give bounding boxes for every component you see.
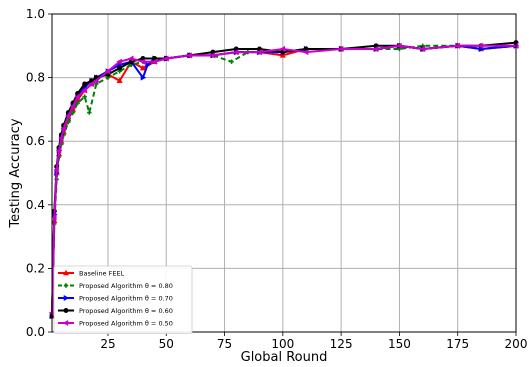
data-point — [163, 55, 169, 62]
plot-frame — [51, 13, 517, 333]
legend-box — [53, 265, 193, 334]
series-layer — [48, 40, 520, 320]
data-point — [229, 59, 234, 64]
x-tick-label: 100 — [271, 337, 294, 351]
legend-marker — [63, 283, 69, 288]
legend-entry: Proposed Algorithm θ = 0.60 — [58, 307, 173, 315]
legend-entry: Proposed Algorithm θ = 0.80 — [58, 282, 173, 290]
y-tick-label: 0.2 — [26, 261, 45, 275]
data-point — [139, 64, 146, 71]
data-point — [82, 81, 88, 87]
data-point — [279, 45, 286, 53]
legend-entry: Proposed Algorithm θ = 0.70 — [58, 294, 173, 302]
data-point — [65, 112, 71, 119]
data-point — [145, 61, 151, 68]
data-point — [151, 58, 157, 65]
data-point — [186, 52, 192, 59]
data-point — [69, 103, 76, 110]
ticks: 25 50 75 100 125 150 175 200 0.0 0.2 0.4 0.6 0.8 1.0 — [26, 7, 528, 351]
data-point — [93, 77, 99, 84]
legend-label: Proposed Algorithm θ = 0.70 — [79, 294, 173, 302]
data-point — [302, 49, 309, 56]
data-point — [87, 110, 92, 115]
data-point — [53, 166, 59, 173]
data-point — [372, 45, 379, 53]
y-tick-label: 1.0 — [26, 7, 45, 21]
data-point — [337, 45, 344, 53]
data-point — [140, 74, 147, 81]
legend-marker — [62, 319, 69, 327]
legend-label: Proposed Algorithm θ = 0.80 — [79, 282, 173, 290]
x-tick-label: 150 — [388, 337, 411, 351]
data-point — [209, 52, 216, 59]
data-point — [88, 80, 94, 88]
data-point — [477, 42, 484, 49]
data-point — [55, 147, 62, 154]
legend-label: Proposed Algorithm θ = 0.50 — [79, 319, 173, 327]
x-tick-label: 125 — [330, 337, 353, 351]
legend-marker — [63, 308, 69, 313]
data-point — [82, 94, 87, 99]
data-point — [232, 49, 239, 56]
data-point — [117, 65, 123, 71]
x-tick-label: 25 — [100, 337, 115, 351]
legend-label: Baseline FEEL — [79, 269, 125, 277]
legend-marker — [62, 269, 70, 276]
data-point — [454, 42, 460, 49]
data-point — [279, 52, 286, 58]
data-point — [116, 58, 122, 65]
legend-entry: Proposed Algorithm θ = 0.50 — [58, 319, 173, 327]
y-tick-label: 0.6 — [26, 134, 45, 148]
data-point — [256, 49, 262, 56]
legend-entry: Baseline FEEL — [58, 269, 125, 277]
x-tick-label: 175 — [446, 337, 469, 351]
series-4 — [48, 42, 519, 316]
legend: Baseline FEEL Proposed Algorithm θ = 0.80… — [53, 265, 193, 334]
data-point — [116, 77, 123, 84]
y-tick-label: 0.0 — [26, 325, 45, 339]
y-tick-label: 0.4 — [26, 198, 45, 212]
data-point — [58, 134, 64, 142]
x-axis-label: Global Round — [241, 350, 328, 365]
data-point — [419, 45, 425, 53]
x-tick-label: 50 — [159, 337, 174, 351]
data-point — [51, 214, 57, 221]
legend-label: Proposed Algorithm θ = 0.60 — [79, 307, 173, 315]
legend-marker — [63, 294, 70, 302]
x-tick-label: 200 — [505, 337, 528, 351]
data-point — [60, 125, 66, 132]
y-axis-label: Testing Accuracy — [8, 118, 23, 228]
data-point — [75, 100, 80, 106]
data-point — [74, 93, 80, 100]
data-point — [128, 55, 134, 62]
x-tick-label: 75 — [217, 337, 232, 351]
data-point — [70, 110, 76, 115]
data-point — [396, 42, 402, 49]
data-point — [104, 68, 111, 75]
data-point — [81, 87, 87, 94]
data-point — [139, 58, 146, 65]
y-tick-label: 0.8 — [26, 71, 45, 85]
